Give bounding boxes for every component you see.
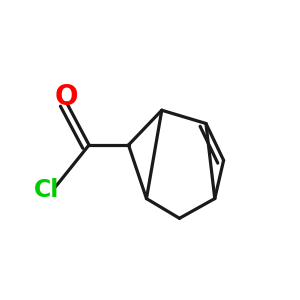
- Text: O: O: [55, 83, 78, 111]
- Text: Cl: Cl: [34, 178, 60, 202]
